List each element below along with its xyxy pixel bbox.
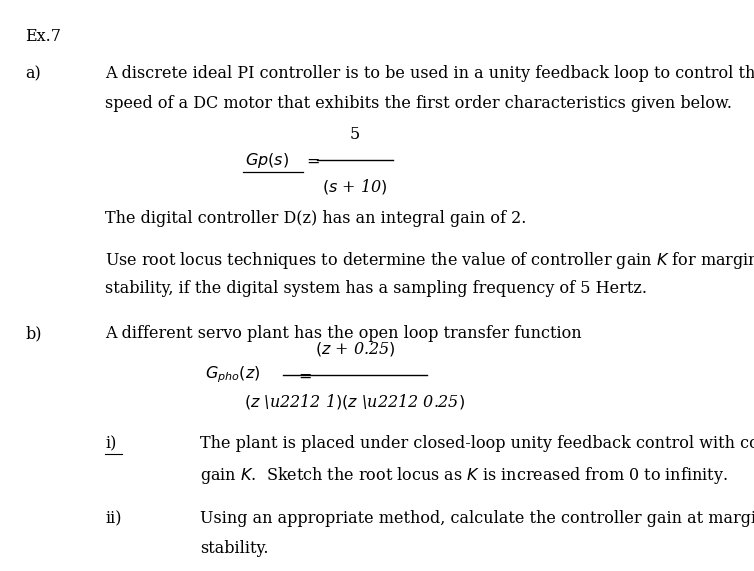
Text: $\mathit{Gp(s)}$: $\mathit{Gp(s)}$: [245, 151, 289, 170]
Text: 5: 5: [350, 126, 360, 143]
Text: The plant is placed under closed-loop unity feedback control with controller: The plant is placed under closed-loop un…: [200, 435, 754, 452]
Text: $(\mathit{z}$ + 0.25$)$: $(\mathit{z}$ + 0.25$)$: [315, 340, 395, 358]
Text: A discrete ideal PI controller is to be used in a unity feedback loop to control: A discrete ideal PI controller is to be …: [105, 65, 754, 82]
Text: a): a): [25, 65, 41, 82]
Text: Using an appropriate method, calculate the controller gain at marginal: Using an appropriate method, calculate t…: [200, 510, 754, 527]
Text: ii): ii): [105, 510, 121, 527]
Text: Ex.7: Ex.7: [25, 28, 61, 45]
Text: $=$: $=$: [295, 367, 312, 384]
Text: Use root locus techniques to determine the value of controller gain $\mathit{K}$: Use root locus techniques to determine t…: [105, 250, 754, 271]
Text: A different servo plant has the open loop transfer function: A different servo plant has the open loo…: [105, 325, 581, 342]
Text: gain $\mathit{K}$.  Sketch the root locus as $\mathit{K}$ is increased from 0 to: gain $\mathit{K}$. Sketch the root locus…: [200, 465, 728, 486]
Text: $(\mathit{z}$ \u2212 1$)(\mathit{z}$ \u2212 0.25$)$: $(\mathit{z}$ \u2212 1$)(\mathit{z}$ \u2…: [244, 392, 465, 411]
Text: $G_{pho}(z)$: $G_{pho}(z)$: [205, 365, 260, 385]
Text: stability, if the digital system has a sampling frequency of 5 Hertz.: stability, if the digital system has a s…: [105, 280, 647, 297]
Text: i): i): [105, 435, 116, 452]
Text: speed of a DC motor that exhibits the first order characteristics given below.: speed of a DC motor that exhibits the fi…: [105, 95, 732, 112]
Text: b): b): [25, 325, 41, 342]
Text: $(\mathit{s}$ + 10$)$: $(\mathit{s}$ + 10$)$: [322, 177, 388, 196]
Text: $=$: $=$: [303, 151, 320, 168]
Text: The digital controller D(z) has an integral gain of 2.: The digital controller D(z) has an integ…: [105, 210, 526, 227]
Text: stability.: stability.: [200, 540, 268, 557]
